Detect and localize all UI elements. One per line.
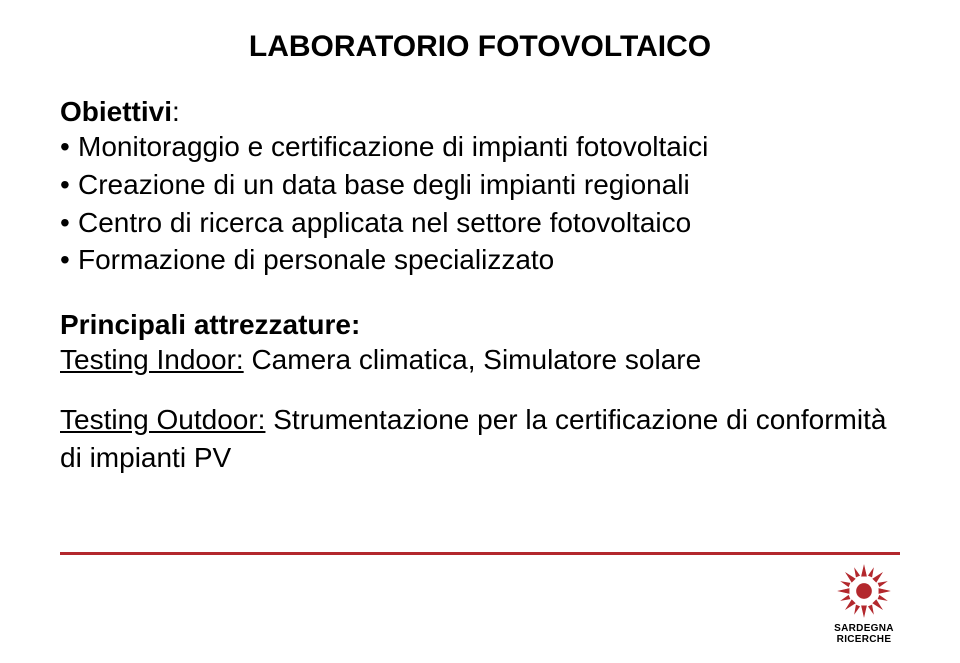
divider-line: [60, 552, 900, 555]
brand-logo: SARDEGNA RICERCHE: [820, 563, 908, 645]
equipment-rest: Camera climatica, Simulatore solare: [244, 344, 702, 375]
sun-icon: [836, 563, 892, 619]
list-item: Creazione di un data base degli impianti…: [60, 166, 900, 204]
list-item: Monitoraggio e certificazione di impiant…: [60, 128, 900, 166]
objectives-label: Obiettivi:: [60, 96, 900, 128]
objectives-label-text: Obiettivi: [60, 96, 172, 127]
page-title: LABORATORIO FOTOVOLTAICO: [60, 30, 900, 64]
equipment-prefix: Testing Outdoor:: [60, 404, 265, 435]
logo-text-line2: RICERCHE: [820, 634, 908, 645]
list-item: Centro di ricerca applicata nel settore …: [60, 204, 900, 242]
slide-page: LABORATORIO FOTOVOLTAICO Obiettivi: Moni…: [0, 0, 960, 663]
equipment-label: Principali attrezzature:: [60, 309, 900, 341]
equipment-line: Testing Indoor: Camera climatica, Simula…: [60, 341, 900, 379]
logo-text-line1: SARDEGNA: [820, 623, 908, 634]
equipment-line: Testing Outdoor: Strumentazione per la c…: [60, 401, 900, 477]
equipment-prefix: Testing Indoor:: [60, 344, 244, 375]
equipment-label-text: Principali attrezzature: [60, 309, 351, 340]
objectives-list: Monitoraggio e certificazione di impiant…: [60, 128, 900, 279]
list-item: Formazione di personale specializzato: [60, 241, 900, 279]
